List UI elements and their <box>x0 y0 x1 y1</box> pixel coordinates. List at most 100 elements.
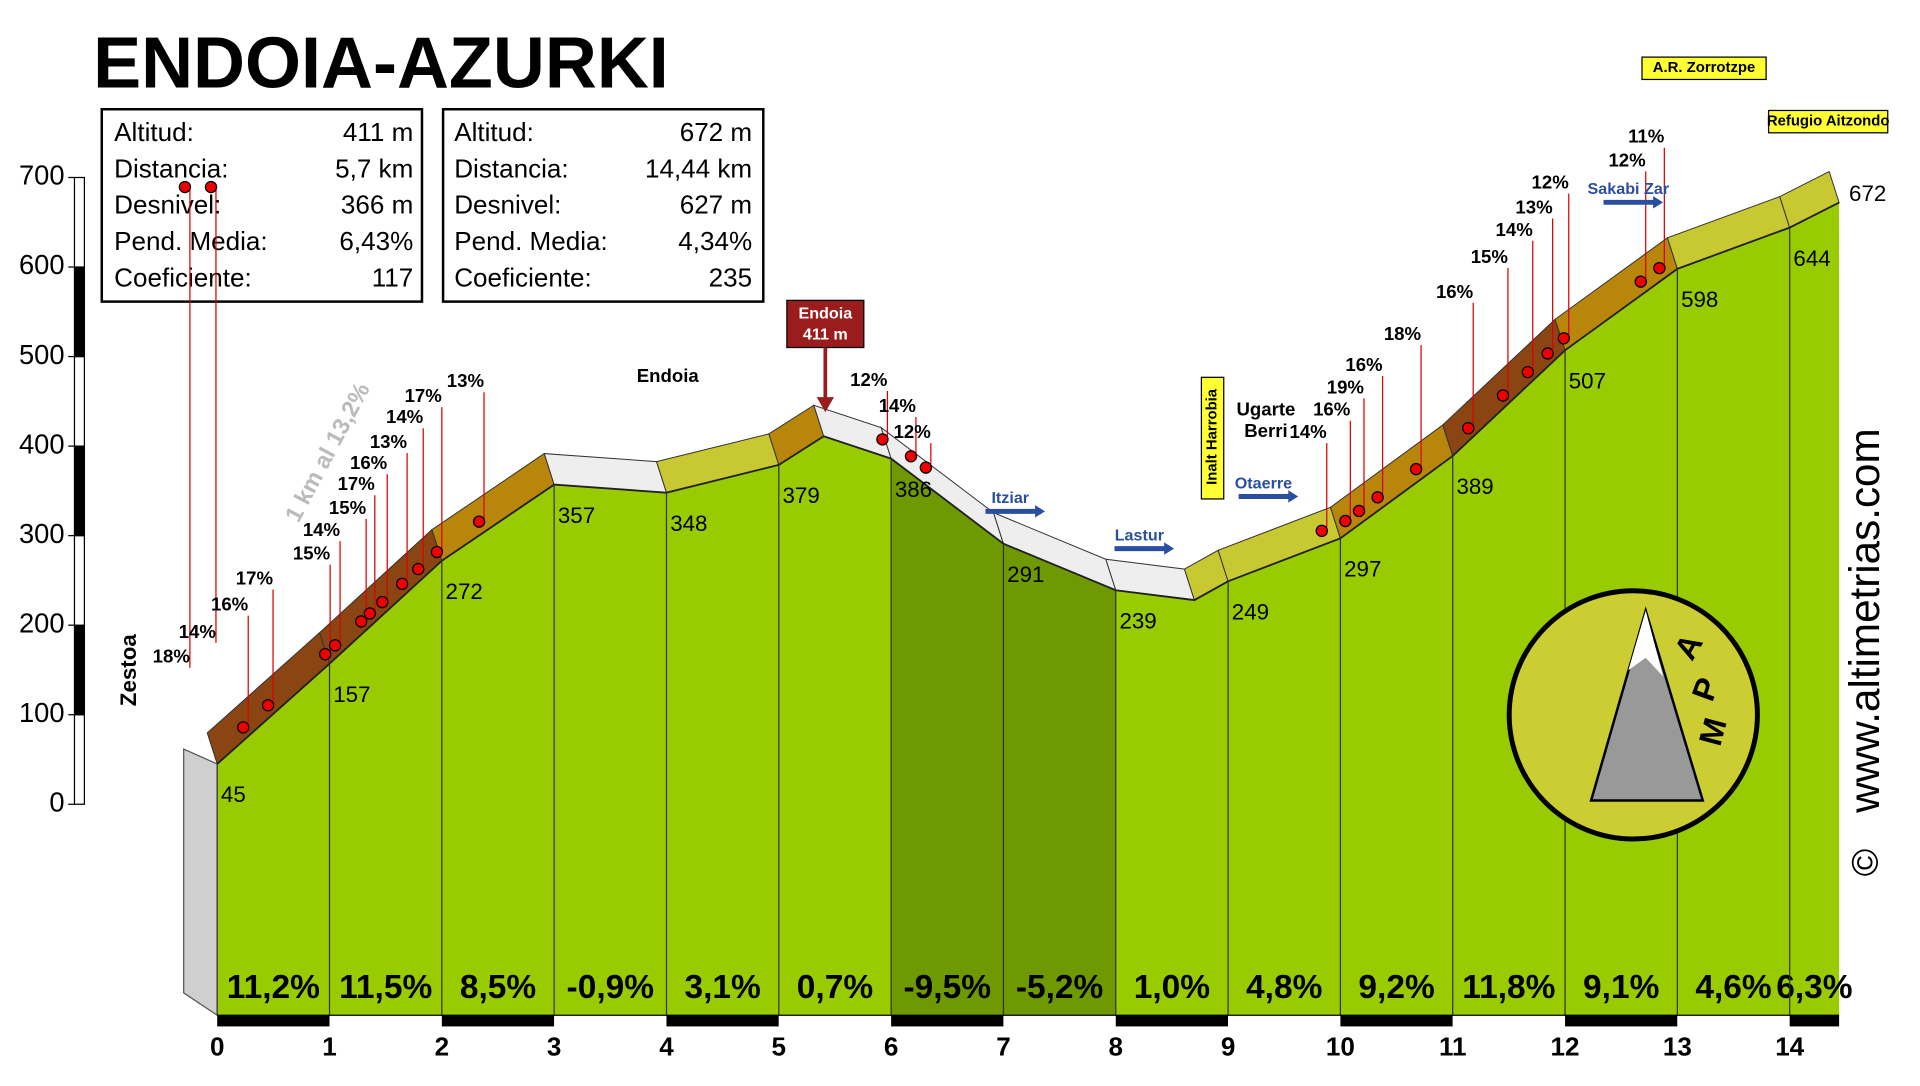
gradient-note: 12% <box>1608 149 1646 170</box>
y-axis-segment <box>73 355 86 447</box>
gradient-note: 12% <box>1532 172 1570 193</box>
place-label: Inalt Harrobia <box>1205 388 1221 485</box>
watermark: www.altimetrias.com <box>1841 428 1888 813</box>
altitude-label: 291 <box>1007 562 1044 587</box>
x-tick-label: 4 <box>659 1032 674 1062</box>
logo-mountain <box>1589 606 1705 802</box>
pointer-dot <box>904 450 918 463</box>
pointer-dot <box>261 699 275 712</box>
summit-box <box>786 299 865 349</box>
altitude-label: 644 <box>1793 246 1830 271</box>
place-label: Lastur <box>1115 526 1165 544</box>
gradient-label: 11,2% <box>227 969 320 1006</box>
gradient-label: 9,2% <box>1358 969 1434 1006</box>
place-label: A.R. Zorrotzpe <box>1653 60 1755 76</box>
gradient-label: 11,5% <box>339 969 432 1006</box>
gradient-segment <box>554 484 667 1016</box>
km-bar <box>1115 1015 1229 1027</box>
gradient-label: -5,2% <box>1016 969 1104 1006</box>
gradient-label: 0,7% <box>797 969 873 1006</box>
gradient-note: 13% <box>1515 196 1553 217</box>
gradient-note: 16% <box>1313 399 1351 420</box>
y-tick-label: 200 <box>19 607 65 638</box>
km-bar <box>1340 1015 1453 1027</box>
info-label: Desnivel: <box>114 190 221 220</box>
gradient-note: 15% <box>293 543 331 564</box>
gradient-segment <box>217 663 330 1016</box>
km-bar <box>1789 1015 1840 1027</box>
y-tick-label: 100 <box>19 697 65 728</box>
x-tick-label: 14 <box>1775 1032 1804 1062</box>
altitude-label: 672 <box>1849 181 1886 206</box>
info-label: Distancia: <box>114 153 228 183</box>
gradient-segment <box>1789 202 1840 1016</box>
altitude-label: 357 <box>558 503 595 528</box>
y-tick-label: 0 <box>49 786 64 817</box>
pointer-dot <box>1521 365 1535 379</box>
x-tick-label: 8 <box>1109 1032 1124 1062</box>
pointer-dot <box>1653 261 1666 275</box>
km-bar <box>666 1015 779 1027</box>
direction-arrow-head <box>1288 490 1299 503</box>
gradient-segment <box>1115 581 1229 1016</box>
place-label: Itziar <box>991 489 1029 507</box>
place-tag <box>1641 56 1767 81</box>
gradient-note: 14% <box>386 406 424 427</box>
pointer-dot <box>430 545 444 559</box>
pointer-dot <box>178 180 192 194</box>
pointer-dot <box>237 721 250 734</box>
pointer-dot <box>354 615 368 628</box>
summit-arrow-head <box>816 397 835 413</box>
pointer-dot <box>1315 524 1328 538</box>
gradient-note: 15% <box>1471 246 1509 267</box>
gradient-note: 16% <box>350 452 388 473</box>
summit-label: Endoia <box>798 304 853 322</box>
gradient-note: 14% <box>1289 421 1327 442</box>
y-axis-segment <box>73 535 86 626</box>
gradient-note: 15% <box>329 497 367 518</box>
gradient-note: 17% <box>338 473 376 494</box>
y-axis-segment <box>73 714 86 805</box>
y-axis-segment <box>73 445 86 537</box>
km-bar <box>891 1015 1004 1027</box>
gradient-segment <box>1003 543 1116 1016</box>
altitude-label: 389 <box>1456 474 1493 499</box>
km-bar <box>1565 1015 1678 1027</box>
info-label: Coeficiente: <box>114 262 252 292</box>
gradient-note: 17% <box>405 385 443 406</box>
altitude-label: 297 <box>1344 557 1381 582</box>
place-label: Otaerre <box>1235 474 1292 492</box>
gradient-note: 19% <box>1327 376 1365 397</box>
gradient-label: -0,9% <box>567 969 655 1006</box>
altitude-label: 45 <box>221 782 246 807</box>
altitude-label: 507 <box>1569 368 1606 393</box>
pointer-dot <box>376 595 389 609</box>
gradient-segment <box>329 560 442 1016</box>
altitude-label: 272 <box>446 579 483 604</box>
info-label: Coeficiente: <box>454 262 592 292</box>
altitude-label: 157 <box>333 682 370 707</box>
y-tick-label: 400 <box>19 428 65 459</box>
pointer-dot <box>1339 514 1352 528</box>
gradient-note: 13% <box>447 370 485 391</box>
pointer-dot <box>1541 347 1554 360</box>
pointer-dot <box>1409 462 1423 476</box>
altitude-label: 249 <box>1232 599 1269 624</box>
place-label: Sakabi Zar <box>1588 180 1670 198</box>
km-bar <box>1677 1015 1790 1027</box>
info-value: 366 m <box>341 190 413 220</box>
gradient-label: 8,5% <box>460 969 536 1006</box>
gradient-label: 4,8% <box>1246 969 1322 1006</box>
gradient-note: 14% <box>179 621 217 642</box>
logo-snow <box>1628 610 1664 677</box>
info-value: 4,34% <box>678 226 752 256</box>
place-label: Ugarte <box>1236 399 1295 420</box>
place-label: Berri <box>1244 420 1287 441</box>
direction-arrow-head <box>1035 505 1046 518</box>
gradient-segment <box>1340 455 1453 1016</box>
gradient-note: 18% <box>1384 323 1422 344</box>
info-box <box>100 107 424 303</box>
copyright: © <box>1844 849 1886 876</box>
x-tick-label: 9 <box>1221 1032 1236 1062</box>
